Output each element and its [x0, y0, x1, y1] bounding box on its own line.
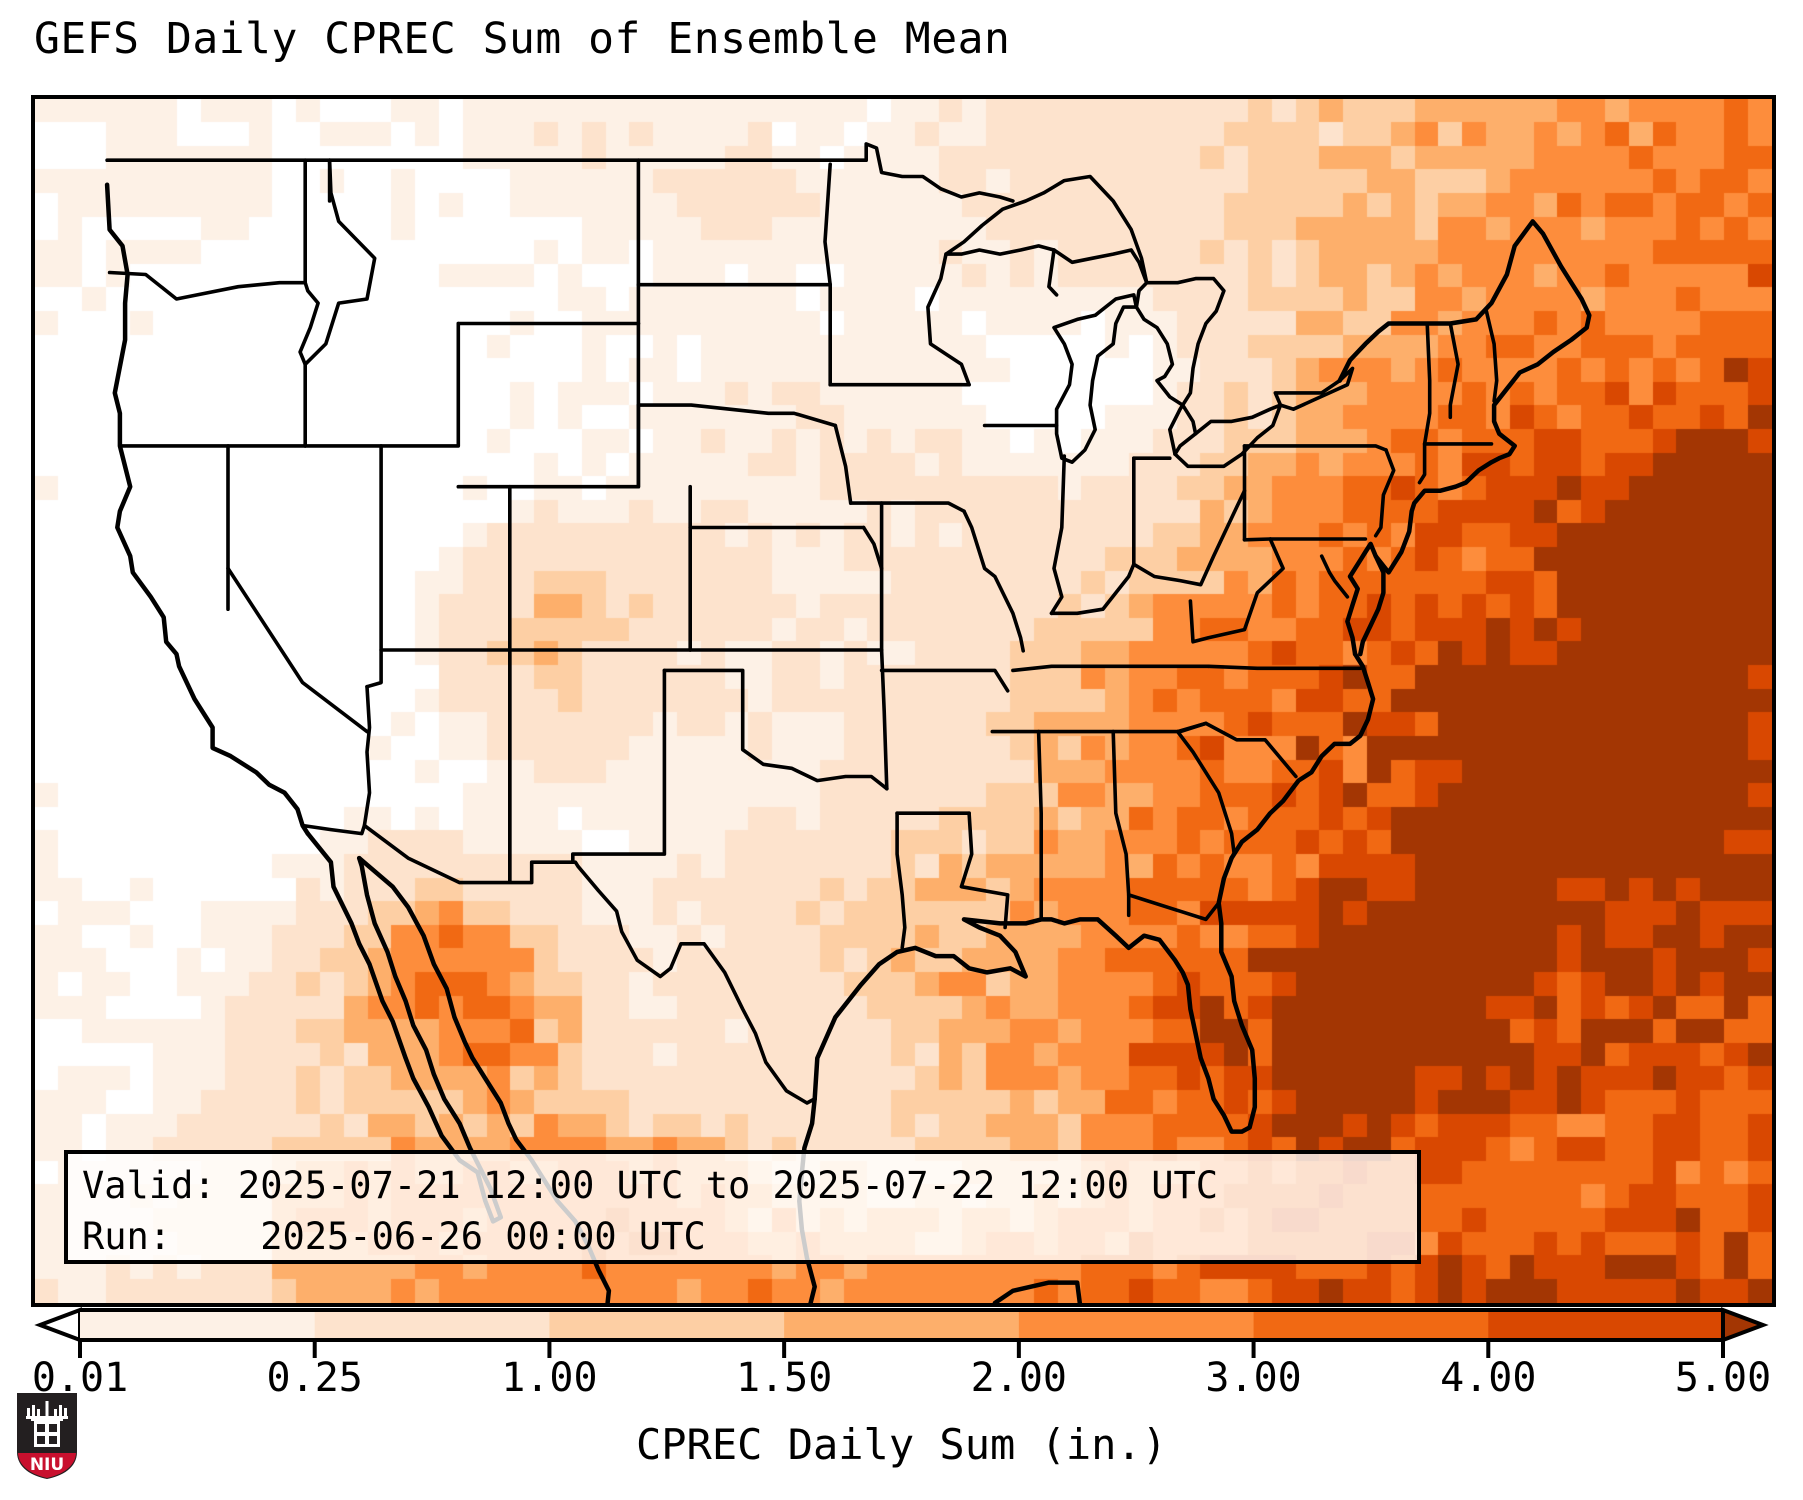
colorbar-tick-4.00: 4.00 [1440, 1355, 1537, 1401]
colorbar-tick-0.25: 0.25 [266, 1355, 363, 1401]
colorbar-tick-3.00: 3.00 [1205, 1355, 1302, 1401]
colorbar-gradient [34, 1307, 1769, 1358]
info-box: Valid: 2025-07-21 12:00 UTC to 2025-07-2… [64, 1150, 1421, 1264]
colorbar-tick-5.00: 5.00 [1674, 1355, 1772, 1401]
niu-logo: NIU [17, 1393, 77, 1479]
map-inner [35, 99, 1772, 1303]
niu-logo-text: NIU [30, 1455, 64, 1475]
run-time-text: Run: 2025-06-26 00:00 UTC [82, 1215, 706, 1258]
colorbar-tick-1.00: 1.00 [501, 1355, 598, 1401]
page-title: GEFS Daily CPREC Sum of Ensemble Mean [34, 14, 1011, 64]
map-panel: Valid: 2025-07-21 12:00 UTC to 2025-07-2… [31, 95, 1776, 1307]
precipitation-grid [35, 99, 1772, 1303]
colorbar-tick-1.50: 1.50 [735, 1355, 833, 1401]
colorbar-tick-2.00: 2.00 [970, 1355, 1068, 1401]
colorbar-tick-labels: 0.01 0.25 1.00 1.50 2.00 3.00 4.00 5.00 [0, 1355, 1803, 1410]
colorbar-axis-label: CPREC Daily Sum (in.) [635, 1420, 1167, 1469]
colorbar [0, 1300, 1803, 1370]
valid-time-text: Valid: 2025-07-21 12:00 UTC to 2025-07-2… [82, 1164, 1219, 1207]
